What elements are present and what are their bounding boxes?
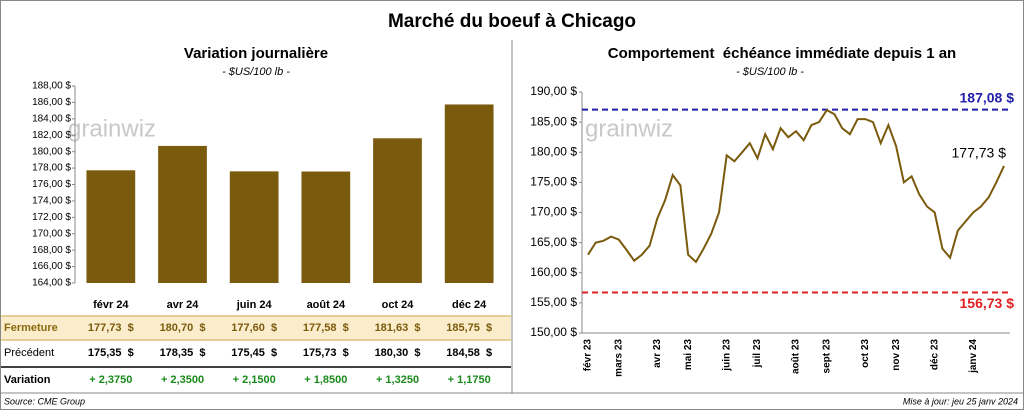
x-tick-label: juin 23 [721, 339, 732, 372]
y-tick-label: 174,00 $ [32, 196, 71, 207]
y-tick-label: 178,00 $ [32, 163, 71, 174]
chart-subtitle: - $US/100 lb - [222, 66, 290, 78]
y-tick-label: 186,00 $ [32, 97, 71, 108]
bar [158, 145, 207, 283]
table-cell: + 1,3250 [376, 374, 419, 386]
row-label: Précédent [4, 347, 54, 359]
chart-title: Comportement échéance immédiate depuis 1… [608, 45, 956, 62]
page-title: Marché du boeuf à Chicago [388, 11, 636, 32]
x-tick-label: déc 23 [929, 339, 940, 371]
x-tick-label: juil 23 [752, 339, 763, 369]
x-tick-label: août 23 [791, 339, 802, 374]
y-tick-label: 170,00 $ [32, 228, 71, 239]
table-cell: 175,35 $ [88, 347, 134, 359]
price-line [587, 108, 1005, 264]
y-tick-label: 180,00 $ [32, 146, 71, 157]
last-value-label: 177,73 $ [952, 145, 1007, 161]
y-tick-label: 165,00 $ [530, 235, 577, 249]
reference-label: 187,08 $ [960, 89, 1015, 105]
row-label: Variation [4, 374, 51, 386]
y-tick-label: 176,00 $ [32, 179, 71, 190]
x-tick-label: sept 23 [821, 339, 832, 374]
table-cell: 185,75 $ [446, 322, 492, 334]
bar [444, 104, 494, 283]
table-cell: + 2,3500 [161, 374, 204, 386]
x-tick-label: oct 23 [860, 339, 871, 368]
y-tick-label: 184,00 $ [32, 113, 71, 124]
table-cell: 175,73 $ [303, 347, 349, 359]
bar [301, 171, 351, 283]
reference-label: 156,73 $ [960, 295, 1015, 311]
bar [373, 138, 422, 283]
watermark: grainwiz [585, 115, 673, 142]
y-tick-label: 170,00 $ [530, 205, 577, 219]
table-cell: 181,63 $ [375, 322, 421, 334]
updated: Mise à jour: jeu 25 janv 2024 [903, 396, 1018, 406]
x-tick-label: août 24 [307, 299, 346, 311]
x-tick-label: oct 24 [382, 299, 415, 311]
y-tick-label: 185,00 $ [530, 114, 577, 128]
table-cell: 177,60 $ [231, 322, 277, 334]
chart-title: Variation journalière [184, 45, 328, 62]
y-tick-label: 180,00 $ [530, 144, 577, 158]
x-tick-label: avr 24 [167, 299, 200, 311]
table-cell: 180,70 $ [160, 322, 206, 334]
table-cell: + 1,8500 [304, 374, 347, 386]
row-highlight [1, 316, 511, 340]
x-tick-label: mai 23 [683, 339, 694, 371]
table-cell: + 1,1750 [448, 374, 491, 386]
y-tick-label: 188,00 $ [32, 81, 71, 92]
x-tick-label: avr 23 [652, 339, 663, 368]
y-tick-label: 190,00 $ [530, 84, 577, 98]
table-cell: 178,35 $ [160, 347, 206, 359]
watermark: grainwiz [68, 115, 156, 142]
y-tick-label: 164,00 $ [32, 278, 71, 289]
chart-subtitle: - $US/100 lb - [736, 66, 804, 78]
table-cell: + 2,1500 [233, 374, 276, 386]
table-cell: 184,58 $ [446, 347, 492, 359]
y-tick-label: 175,00 $ [530, 175, 577, 189]
x-tick-label: déc 24 [452, 299, 487, 311]
table-cell: + 2,3750 [89, 374, 132, 386]
y-tick-label: 166,00 $ [32, 261, 71, 272]
table-cell: 177,73 $ [88, 322, 134, 334]
x-tick-label: janv 24 [968, 339, 979, 374]
x-tick-label: nov 23 [891, 339, 902, 371]
y-tick-label: 150,00 $ [530, 325, 577, 339]
x-tick-label: mars 23 [613, 339, 624, 377]
table-cell: 180,30 $ [375, 347, 421, 359]
bar [86, 170, 136, 283]
y-tick-label: 182,00 $ [32, 130, 71, 141]
y-tick-label: 155,00 $ [530, 295, 577, 309]
y-tick-label: 172,00 $ [32, 212, 71, 223]
x-tick-label: févr 23 [583, 339, 594, 372]
row-label: Fermeture [4, 322, 58, 334]
bar [229, 171, 279, 283]
y-tick-label: 168,00 $ [32, 245, 71, 256]
y-tick-label: 160,00 $ [530, 265, 577, 279]
table-cell: 175,45 $ [231, 347, 277, 359]
x-tick-label: févr 24 [93, 299, 129, 311]
x-tick-label: juin 24 [236, 299, 273, 311]
source: Source: CME Group [4, 396, 85, 406]
table-cell: 177,58 $ [303, 322, 349, 334]
